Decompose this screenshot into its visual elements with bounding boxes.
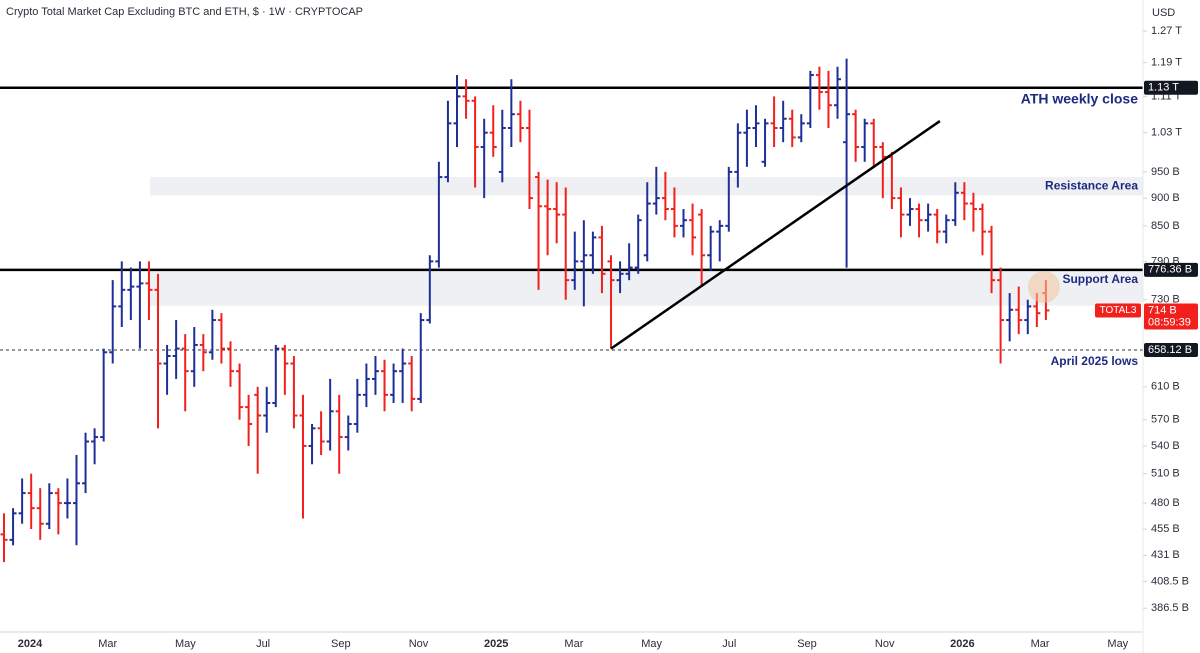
x-tick-label: Jul: [256, 638, 270, 650]
x-tick-label: Mar: [98, 638, 117, 650]
x-tick-label: May: [641, 638, 662, 650]
x-tick-label: Mar: [1031, 638, 1050, 650]
band: [150, 270, 1143, 306]
symbol-box: [1095, 303, 1141, 318]
y-tick-label: 610 B: [1151, 381, 1180, 393]
y-tick-label: 570 B: [1151, 414, 1180, 426]
y-tick-label: 1.19 T: [1151, 57, 1182, 69]
y-tick-label: 510 B: [1151, 468, 1180, 480]
price-label-box: [1144, 342, 1198, 357]
price-label-box: [1144, 262, 1198, 277]
last-price-label: 714 B: [1148, 304, 1177, 316]
x-tick-label: May: [175, 638, 196, 650]
price-label: 776.36 B: [1148, 264, 1192, 276]
y-tick-label: 950 B: [1151, 166, 1180, 178]
chart-title: Crypto Total Market Cap Excluding BTC an…: [6, 6, 363, 18]
x-tick-label: Jul: [722, 638, 736, 650]
y-tick-label: 455 B: [1151, 523, 1180, 535]
x-tick-label: Mar: [564, 638, 583, 650]
currency-label: USD: [1152, 7, 1175, 19]
y-tick-label: 850 B: [1151, 220, 1180, 232]
x-tick-label: Sep: [797, 638, 817, 650]
x-tick-label: Nov: [409, 638, 429, 650]
x-tick-label: 2026: [950, 638, 974, 650]
x-tick-label: 2024: [18, 638, 43, 650]
trendline: [610, 120, 941, 350]
highlight: [1027, 271, 1060, 303]
annotation: April 2025 lows: [1051, 354, 1139, 368]
annotation: Resistance Area: [1045, 178, 1138, 192]
x-tick-label: Nov: [875, 638, 895, 650]
last-price-box: [1144, 303, 1198, 330]
y-tick-label: 730 B: [1151, 294, 1180, 306]
price-label-box: [1144, 80, 1198, 95]
y-tick-label: 431 B: [1151, 549, 1180, 561]
annotation: Support Area: [1062, 272, 1138, 286]
plot-area: [0, 58, 1143, 563]
y-tick-label: 408.5 B: [1151, 575, 1189, 587]
symbol-label: TOTAL3: [1100, 305, 1137, 316]
y-tick-label: 540 B: [1151, 440, 1180, 452]
x-tick-label: 2025: [484, 638, 508, 650]
countdown: 08:59:39: [1148, 316, 1191, 328]
x-tick-label: Sep: [331, 638, 351, 650]
y-tick-label: 386.5 B: [1151, 602, 1189, 614]
price-label: 658.12 B: [1148, 344, 1192, 356]
y-tick-label: 900 B: [1151, 192, 1180, 204]
y-tick-label: 1.27 T: [1151, 25, 1182, 37]
annotation: ATH weekly close: [1021, 90, 1138, 106]
price-label: 1.13 T: [1148, 82, 1179, 94]
y-tick-label: 1.03 T: [1151, 127, 1182, 139]
y-tick-label: 480 B: [1151, 497, 1180, 509]
x-tick-label: May: [1107, 638, 1128, 650]
